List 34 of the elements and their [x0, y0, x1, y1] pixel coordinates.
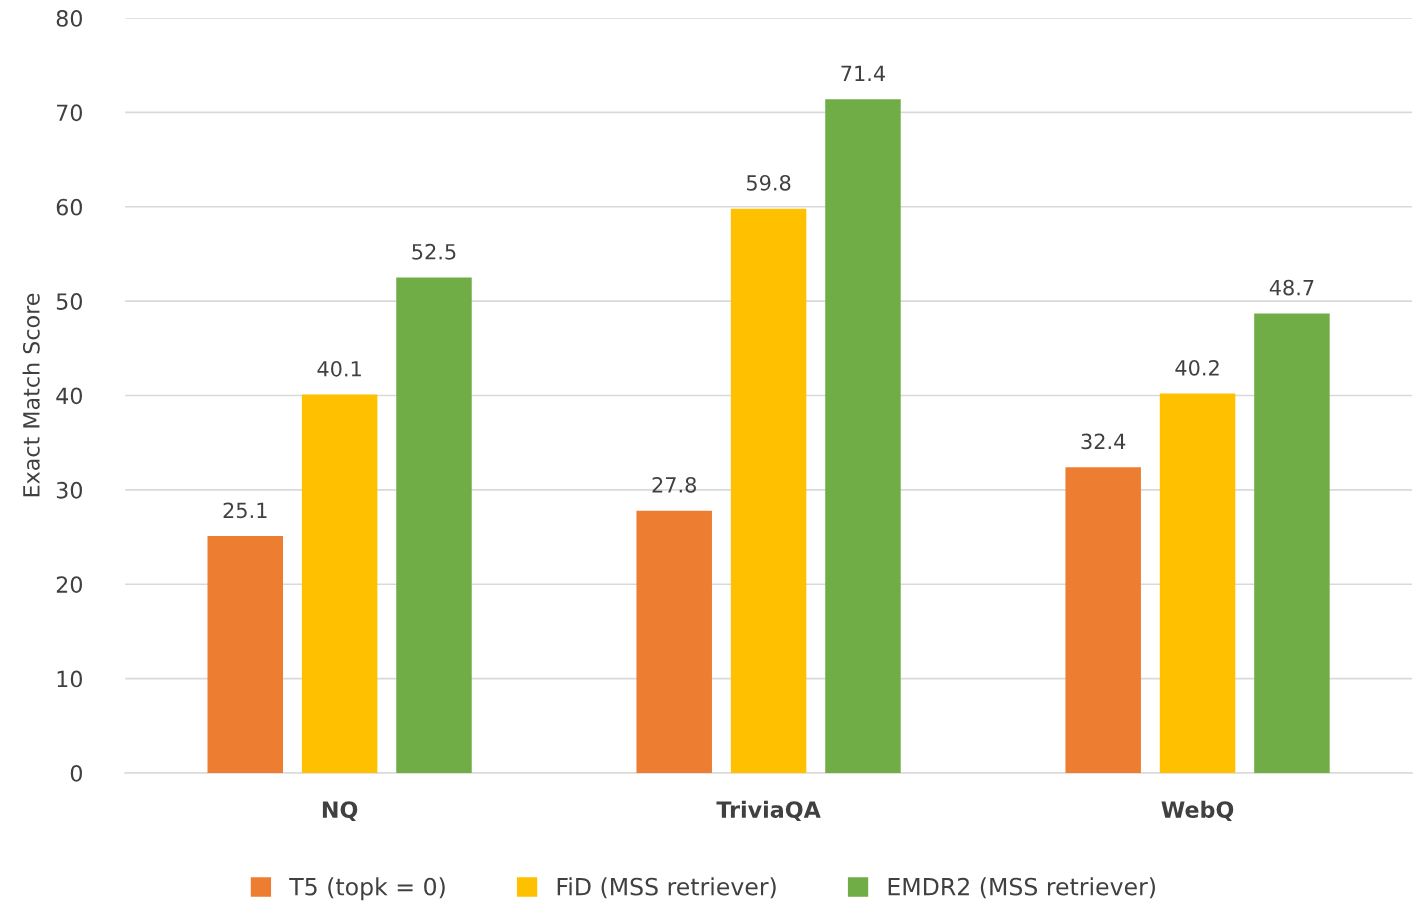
y-tick-label: 40 — [56, 387, 82, 405]
data-label: 40.2 — [1175, 359, 1219, 376]
data-label: 59.8 — [747, 174, 791, 191]
data-label: 52.5 — [412, 243, 456, 260]
bar — [1159, 393, 1236, 773]
bar — [636, 510, 712, 773]
data-label: 40.1 — [317, 360, 361, 377]
data-label: 71.4 — [841, 65, 885, 81]
bar — [1254, 313, 1330, 773]
y-tick-label: 80 — [56, 9, 82, 27]
data-label: 27.8 — [652, 476, 696, 493]
x-tick-label: TriviaQA — [716, 800, 821, 821]
data-label: 32.4 — [1081, 433, 1126, 450]
data-label: 48.7 — [1269, 279, 1314, 296]
bar — [207, 536, 283, 773]
bar — [825, 99, 901, 773]
y-axis-title: Exact Match Score — [22, 293, 40, 497]
x-tick-label: WebQ — [1161, 800, 1234, 821]
bar — [1065, 467, 1141, 773]
x-tick-label: NQ — [322, 801, 358, 821]
y-tick-label: 10 — [57, 670, 82, 688]
bar — [396, 277, 472, 773]
legend-label: EMDR2 (MSS retriever) — [888, 877, 1155, 899]
legend-label: T5 (topk = 0) — [289, 877, 445, 901]
y-tick-label: 30 — [56, 481, 82, 499]
y-tick-label: 50 — [56, 293, 82, 310]
y-tick-label: 70 — [57, 104, 82, 122]
bar — [301, 394, 378, 773]
legend-label: FiD (MSS retriever) — [557, 877, 776, 899]
y-tick-label: 0 — [70, 764, 82, 782]
data-label: 25.1 — [223, 502, 267, 519]
y-tick-label: 60 — [56, 198, 82, 216]
y-tick-label: 20 — [56, 576, 82, 594]
bar — [730, 208, 807, 773]
